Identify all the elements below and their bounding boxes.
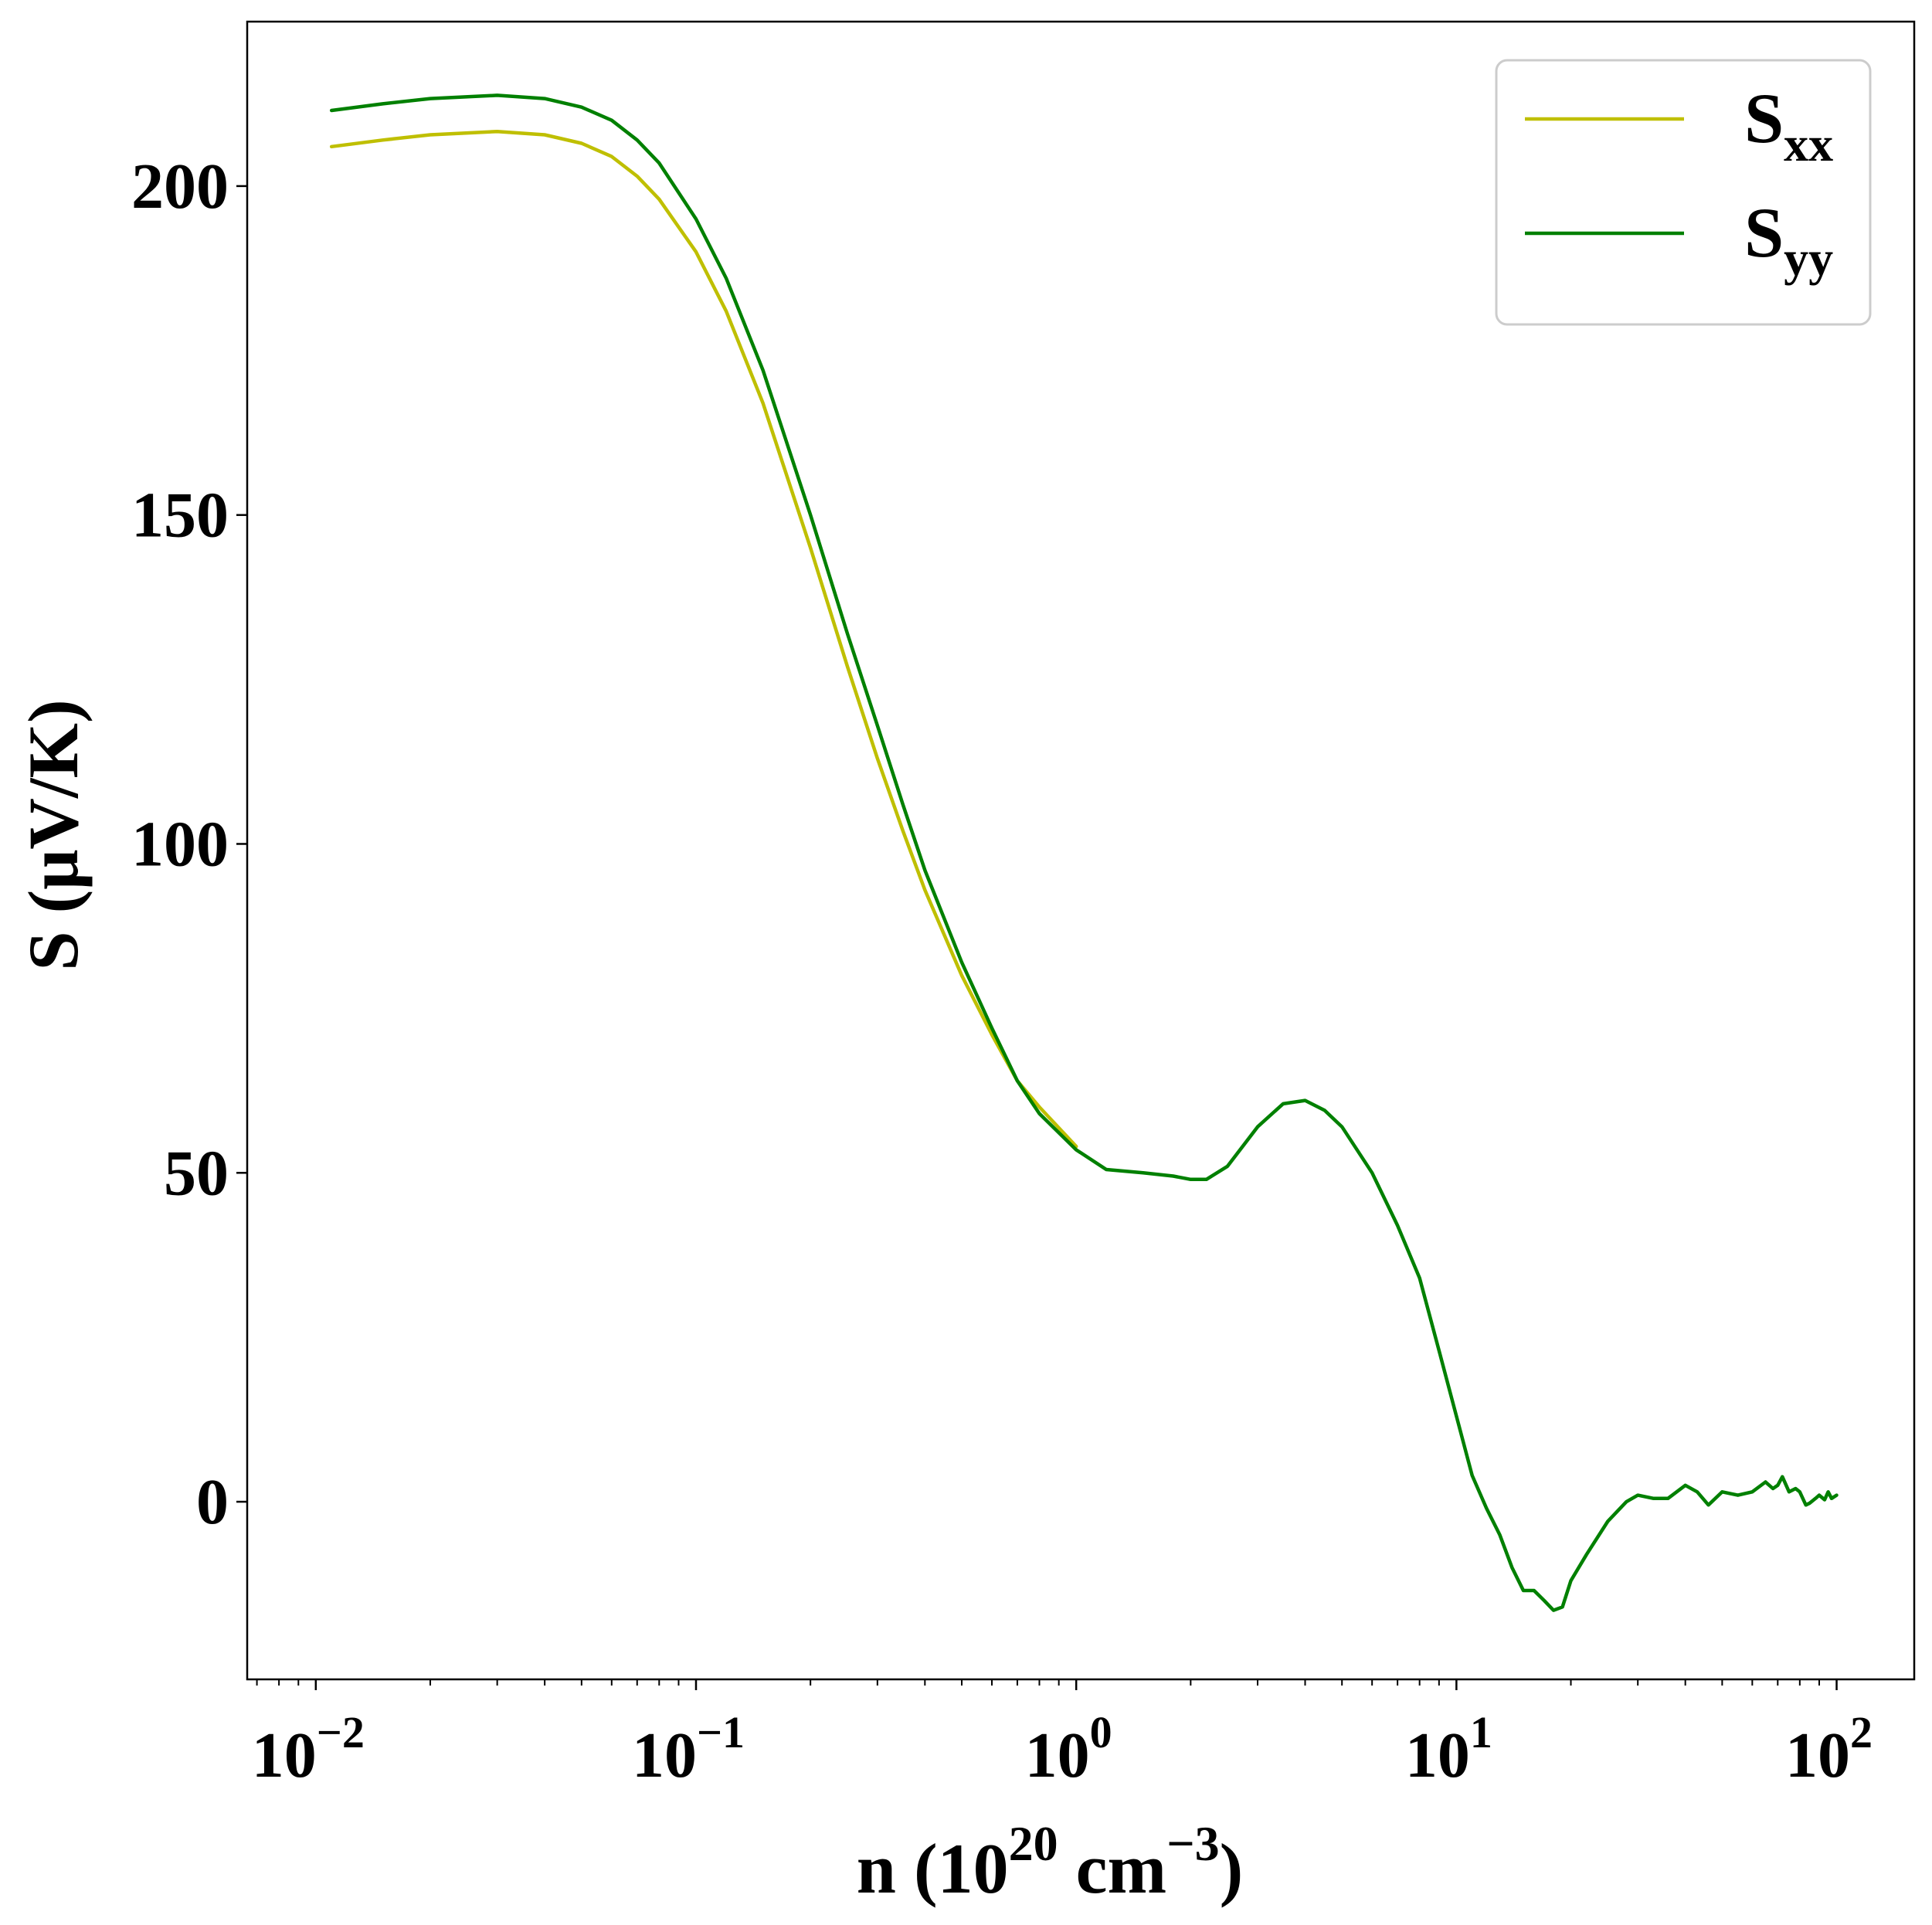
x-tick-label: 100 (1025, 1707, 1112, 1791)
x-tick-label: 10−2 (252, 1707, 365, 1791)
legend-label-xx: Sxx (1744, 79, 1833, 171)
legend-label-yy: Syy (1744, 193, 1833, 286)
x-tick-label: 102 (1785, 1707, 1873, 1791)
labels-layer: 0 50 100 150 200 10−2 10−1 100 101 102 n (1020 cm−… (14, 151, 1873, 1908)
plot-layer (246, 20, 1916, 1681)
x-axis-label: n (1020 cm−3) (857, 1816, 1243, 1908)
ticks-layer (236, 185, 1838, 1690)
legend: Sxx Syy (1495, 59, 1872, 326)
series-line-xx (329, 129, 1078, 1149)
y-tick-label: 0 (196, 1466, 229, 1538)
y-axis-label: S (μV/K) (14, 699, 93, 970)
legend-box (1495, 59, 1872, 326)
series-line-yy (329, 93, 1839, 1612)
x-tick-label: 10−1 (632, 1707, 745, 1791)
x-tick-label: 101 (1405, 1707, 1492, 1791)
y-tick-label: 150 (131, 480, 229, 552)
y-tick-label: 50 (164, 1137, 229, 1209)
plot-frame (246, 20, 1916, 1681)
series-group (329, 93, 1839, 1612)
y-tick-label: 100 (131, 808, 229, 880)
y-tick-label: 200 (131, 151, 229, 222)
